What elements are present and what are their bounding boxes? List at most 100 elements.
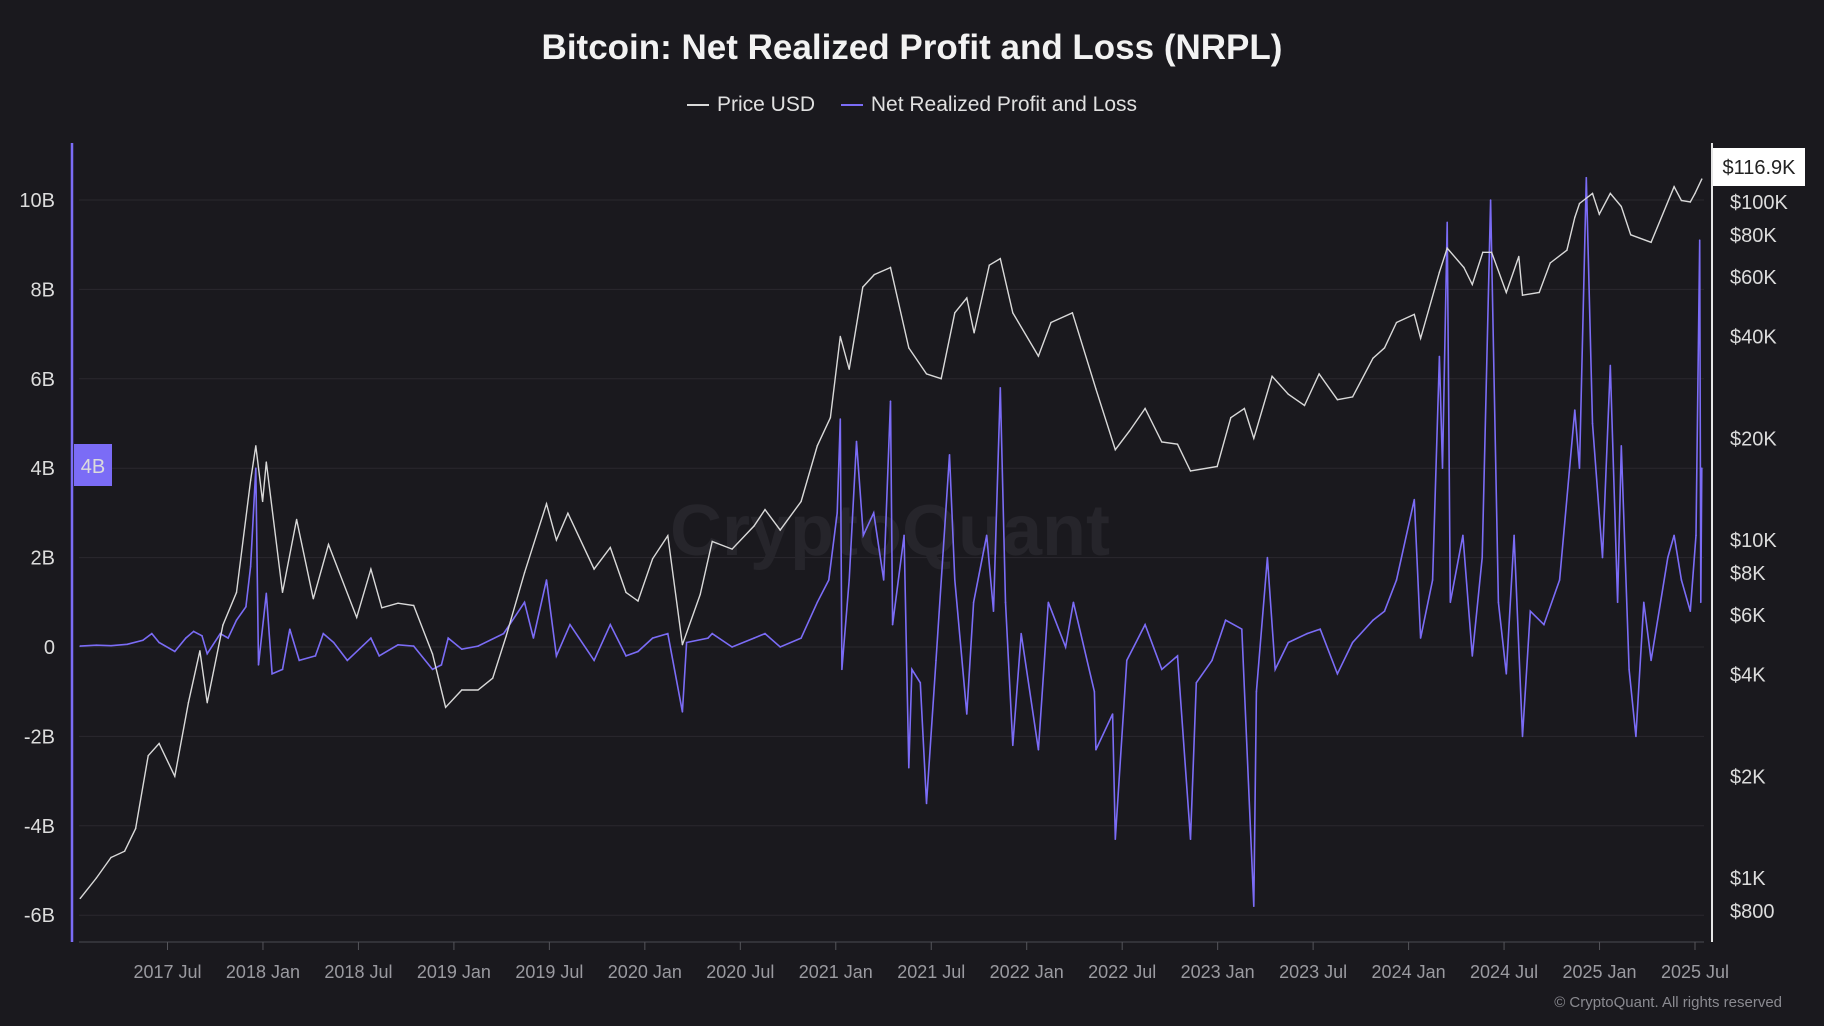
legend-swatch-price	[686, 104, 709, 106]
price-point	[461, 689, 463, 691]
legend-item-nrpl[interactable]: Net Realized Profit and Loss	[840, 93, 1137, 117]
nrpl-point	[192, 630, 195, 633]
price-point	[1598, 213, 1601, 215]
nrpl-point	[235, 619, 238, 621]
price-point	[431, 653, 434, 655]
price-point	[1574, 216, 1576, 219]
price-point	[261, 500, 264, 503]
nrpl-point	[378, 655, 381, 657]
nrpl-point	[346, 659, 349, 662]
nrpl-point	[651, 637, 654, 639]
watermark: CryptoQuant	[670, 491, 1110, 571]
nrpl-point	[151, 632, 153, 635]
nrpl-point	[370, 637, 372, 639]
nrpl-point	[1650, 659, 1652, 662]
nrpl-point	[1144, 623, 1146, 626]
price-point	[1673, 185, 1675, 188]
nrpl-point	[711, 632, 714, 635]
nrpl-point	[289, 628, 291, 630]
price-point	[1591, 192, 1594, 195]
price-point	[110, 856, 112, 859]
nrpl-point	[1529, 610, 1532, 613]
price-point	[1287, 393, 1289, 395]
price-point	[862, 286, 864, 288]
price-point	[1620, 205, 1622, 208]
nrpl-point	[126, 643, 129, 646]
price-point	[1490, 251, 1493, 253]
nrpl-point	[925, 802, 928, 805]
price-point	[491, 677, 494, 679]
nrpl-point	[919, 681, 922, 684]
nrpl-point	[1413, 498, 1416, 501]
price-point	[848, 368, 850, 370]
price-point	[1463, 266, 1465, 269]
x-tick-label: 2020 Jan	[608, 962, 682, 982]
x-tick-label: 2017 Jul	[133, 962, 201, 982]
nrpl-point	[447, 637, 450, 639]
nrpl-point	[839, 418, 842, 420]
price-point	[1471, 283, 1474, 286]
nrpl-point	[532, 637, 535, 639]
price-point	[95, 877, 98, 879]
y-left-tick-label: 2B	[31, 548, 55, 570]
y-right-tick-label: $20K	[1730, 428, 1777, 450]
nrpl-point	[1114, 838, 1117, 841]
price-point	[681, 644, 684, 646]
nrpl-point	[1383, 610, 1386, 613]
nrpl-point	[1160, 668, 1163, 671]
nrpl-point	[1497, 601, 1500, 604]
price-point	[158, 742, 160, 745]
nrpl-point	[255, 467, 257, 470]
x-tick-label: 2022 Jan	[990, 962, 1064, 982]
nrpl-point	[1609, 364, 1612, 367]
price-point	[1176, 443, 1179, 445]
x-tick-label: 2019 Jul	[515, 962, 583, 982]
y-right-tick-label: $60K	[1730, 267, 1777, 289]
nrpl-point	[903, 534, 905, 537]
x-tick-label: 2018 Jul	[324, 962, 392, 982]
price-point	[925, 373, 928, 375]
price-point	[1383, 347, 1386, 349]
nrpl-point	[953, 579, 956, 581]
price-point	[477, 689, 479, 691]
price-point	[1037, 355, 1040, 357]
y-left-tick-label: -4B	[24, 816, 55, 838]
y-right-tick-label: $1K	[1730, 868, 1766, 890]
nrpl-point	[1047, 601, 1050, 604]
nrpl-point	[1620, 445, 1623, 447]
price-point	[940, 378, 942, 380]
price-point	[1144, 407, 1146, 410]
nrpl-point	[779, 646, 781, 648]
nrpl-point	[841, 668, 843, 671]
price-point	[1438, 271, 1441, 273]
chart-plot[interactable]: CryptoQuant 10B 8B 6B 4B 2B 0 -2B -4B -6B $100K $8…	[0, 0, 1824, 1000]
nrpl-point	[1601, 556, 1604, 559]
nrpl-point	[1667, 556, 1669, 559]
price-point	[1071, 312, 1074, 314]
y-right-tick-label: $40K	[1730, 327, 1777, 349]
price-point	[1230, 417, 1232, 419]
price-point	[1161, 441, 1163, 443]
nrpl-point	[1111, 713, 1114, 715]
nrpl-point	[440, 664, 443, 666]
nrpl-point	[935, 659, 937, 662]
x-tick-label: 2018 Jan	[226, 962, 300, 982]
price-point	[1701, 178, 1703, 180]
nrpl-point	[911, 668, 913, 671]
nrpl-point	[948, 453, 951, 456]
price-point	[381, 607, 383, 609]
price-point	[505, 635, 507, 637]
nrpl-point	[206, 652, 209, 655]
nrpl-point	[142, 639, 144, 642]
nrpl-point	[412, 645, 415, 647]
price-point	[829, 417, 832, 419]
legend-item-price[interactable]: Price USD	[686, 93, 815, 117]
y-right-tick-label: $100K	[1730, 192, 1788, 214]
price-point	[413, 604, 415, 607]
price-point	[281, 591, 284, 594]
nrpl-point	[461, 648, 463, 651]
price-point	[1689, 201, 1691, 203]
price-point	[1419, 337, 1422, 340]
nrpl-point	[1441, 467, 1444, 470]
price-point	[889, 266, 892, 269]
